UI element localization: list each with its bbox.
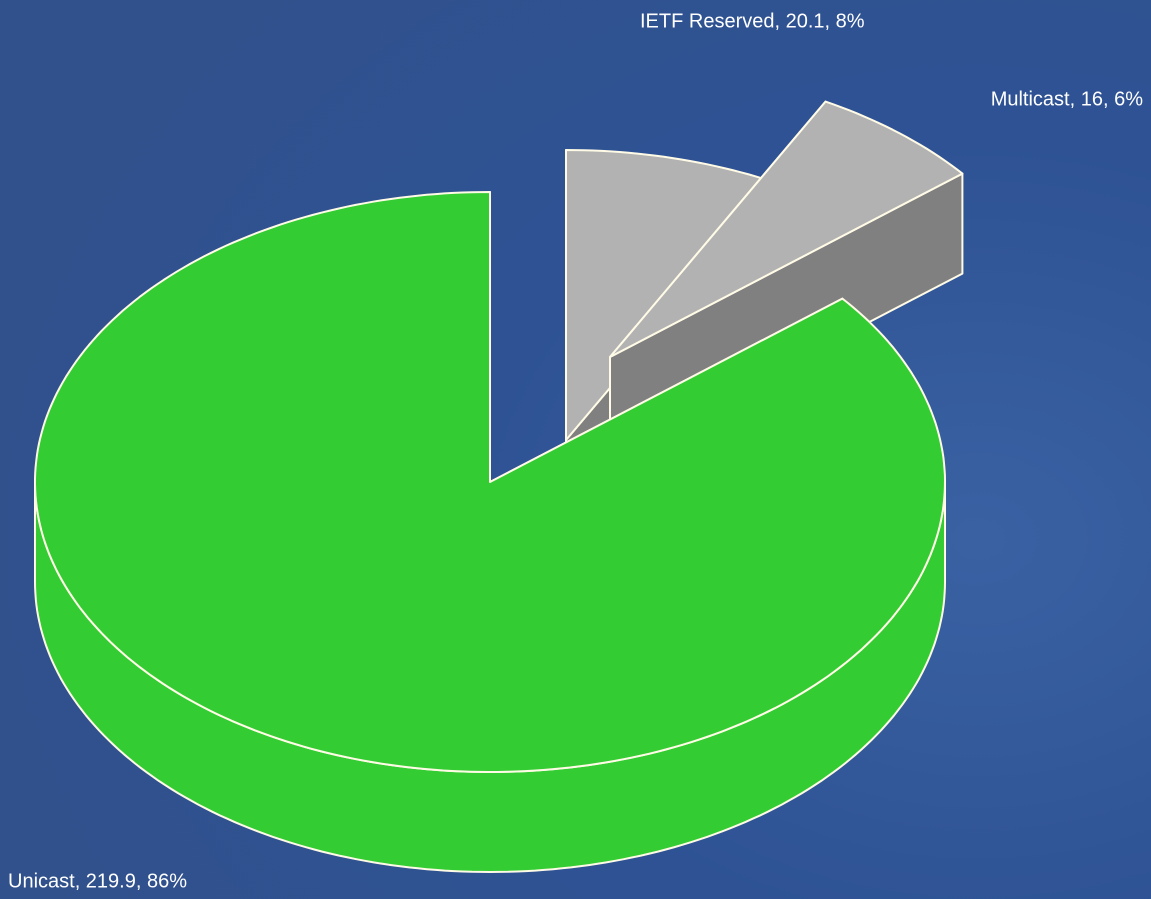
slice-top [609,100,964,358]
slice [34,191,946,873]
data-label: Multicast, 16, 6% [991,88,1144,110]
slice-top [34,191,946,773]
data-label: IETF Reserved, 20.1, 8% [640,10,865,32]
pie [34,100,964,873]
data-label: Unicast, 219.9, 86% [8,870,187,892]
